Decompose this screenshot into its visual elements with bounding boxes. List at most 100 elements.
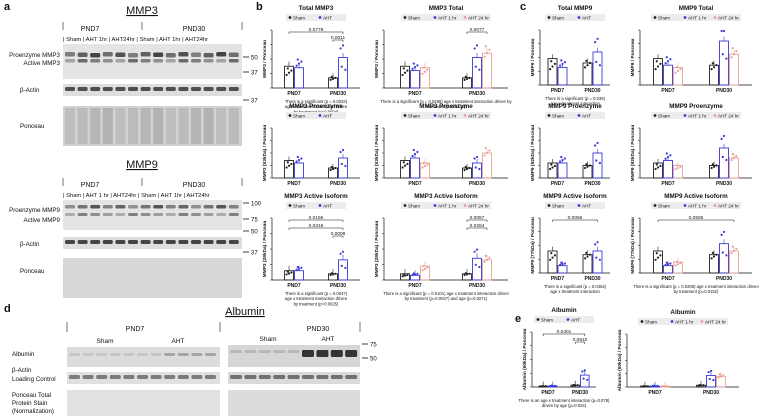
y-axis-label: MMP9 / Ponceau (530, 39, 536, 77)
bar-sham (547, 58, 558, 86)
data-point (666, 155, 670, 159)
stat-note: by treatment (p=0.0025) (294, 301, 339, 306)
band-ponceau-mmp3 (228, 108, 239, 144)
data-point (559, 64, 562, 67)
data-point (674, 168, 677, 171)
band-actin-albumin (150, 375, 162, 379)
bar-aht24 (482, 259, 492, 281)
legend-marker-aht1 (433, 16, 437, 19)
band-albumin (137, 353, 148, 356)
band-active-mmp3 (115, 59, 126, 63)
legend-marker-aht1 (683, 114, 687, 117)
band-proenzyme-mmp9 (65, 205, 75, 209)
bar-aht1 (410, 157, 420, 179)
chart-b3: MMP3 Proenzyme Sham AHT MMP3 (53kDa) / Ponc… (262, 103, 360, 187)
y-axis-label: MMP9 (77kDa) / Ponceau (530, 217, 536, 274)
band-proenzyme-mmp9 (140, 205, 151, 209)
bar-aht (557, 162, 568, 179)
blot-row-active-mmp9: Active MMP9 (24, 217, 61, 224)
data-point (463, 78, 466, 81)
data-point (344, 266, 347, 270)
panel-letter-e: e (515, 313, 521, 325)
bar-sham (653, 250, 663, 274)
data-point (594, 41, 597, 44)
data-point (344, 164, 347, 168)
legend-marker-sham (536, 318, 540, 321)
significance-bracket (657, 219, 735, 222)
data-point (340, 264, 343, 267)
bar-sham (400, 160, 410, 179)
band-active-mmp3 (128, 59, 138, 63)
band-active-mmp9 (228, 213, 239, 216)
chart-b1: Total MMP3 Sham AHT MMP3 / Ponceau PND7 PND30… (262, 5, 360, 114)
data-point (464, 272, 467, 275)
data-point (676, 69, 680, 73)
data-point (656, 384, 659, 387)
significance-bracket (288, 227, 344, 230)
data-point (584, 257, 587, 260)
legend-marker-aht24 (713, 114, 717, 117)
data-point (586, 255, 589, 258)
data-point (725, 57, 728, 60)
data-point (339, 150, 342, 154)
blot-albumin-pnd7 (67, 347, 220, 367)
x-tick-label: PND7 (287, 91, 301, 97)
bar-aht (338, 259, 348, 281)
bar-aht24 (729, 250, 739, 274)
band-active-mmp9 (153, 213, 164, 216)
data-point (674, 71, 677, 74)
p-value-label: 0.0008 (331, 231, 346, 237)
data-point (464, 75, 467, 78)
blot-mmp3-actin (63, 84, 242, 96)
band-proenzyme-mmp9 (77, 205, 88, 209)
data-point (711, 62, 714, 65)
data-point (464, 165, 467, 169)
data-point (485, 52, 489, 55)
band-proenzyme-mmp3 (203, 53, 214, 58)
band-actin-albumin (316, 375, 329, 379)
blot-lane-labels-mmp9: | Sham | AHT 1 hr | AHT24hr | Sham | AHT… (63, 193, 210, 199)
y-axis-label: MMP3 / Ponceau (374, 40, 380, 78)
data-point (583, 369, 586, 372)
data-point (561, 158, 564, 162)
bar-sham (547, 250, 558, 274)
data-point (735, 50, 738, 53)
band-actin-albumin (345, 375, 358, 379)
data-point (666, 60, 670, 63)
data-point (662, 385, 665, 388)
data-point (475, 248, 479, 251)
data-point (560, 261, 563, 264)
stat-note: age x treatment interaction (550, 101, 600, 106)
x-tick-label: PND30 (716, 181, 732, 187)
bar-aht (557, 265, 568, 274)
legend-box (651, 14, 741, 21)
legend-marker-aht (318, 204, 322, 207)
legend-marker-sham (653, 16, 657, 19)
blot-row-ponceau-total: Ponceau Total (12, 392, 51, 399)
data-point (422, 264, 425, 268)
data-point (295, 64, 298, 67)
data-point (478, 68, 481, 71)
marker-37-mmp9: 37 (251, 251, 258, 257)
chart-title: MMP9 Total (679, 5, 714, 12)
legend-label-sham: Sham (293, 204, 305, 209)
legend-label-sham: Sham (552, 16, 564, 21)
band-actin-mmp9 (165, 240, 176, 244)
legend-marker-sham (547, 204, 551, 207)
x-tick-label: PND30 (469, 91, 485, 97)
data-point (595, 60, 598, 64)
band-ponceau-mmp3 (128, 108, 138, 144)
data-point (468, 272, 471, 275)
band-proenzyme-mmp3 (165, 53, 176, 58)
data-point (731, 152, 734, 156)
data-point (664, 157, 667, 160)
blot-group-pnd7: PND7 (81, 26, 100, 33)
band-actin-albumin (109, 375, 121, 379)
blot-mmp3-ponceau (63, 106, 242, 146)
band-proenzyme-mmp9 (165, 205, 176, 209)
data-point (413, 152, 417, 156)
data-point (553, 62, 557, 65)
band-actin-albumin (123, 375, 135, 379)
band-actin-mmp3 (178, 87, 189, 91)
